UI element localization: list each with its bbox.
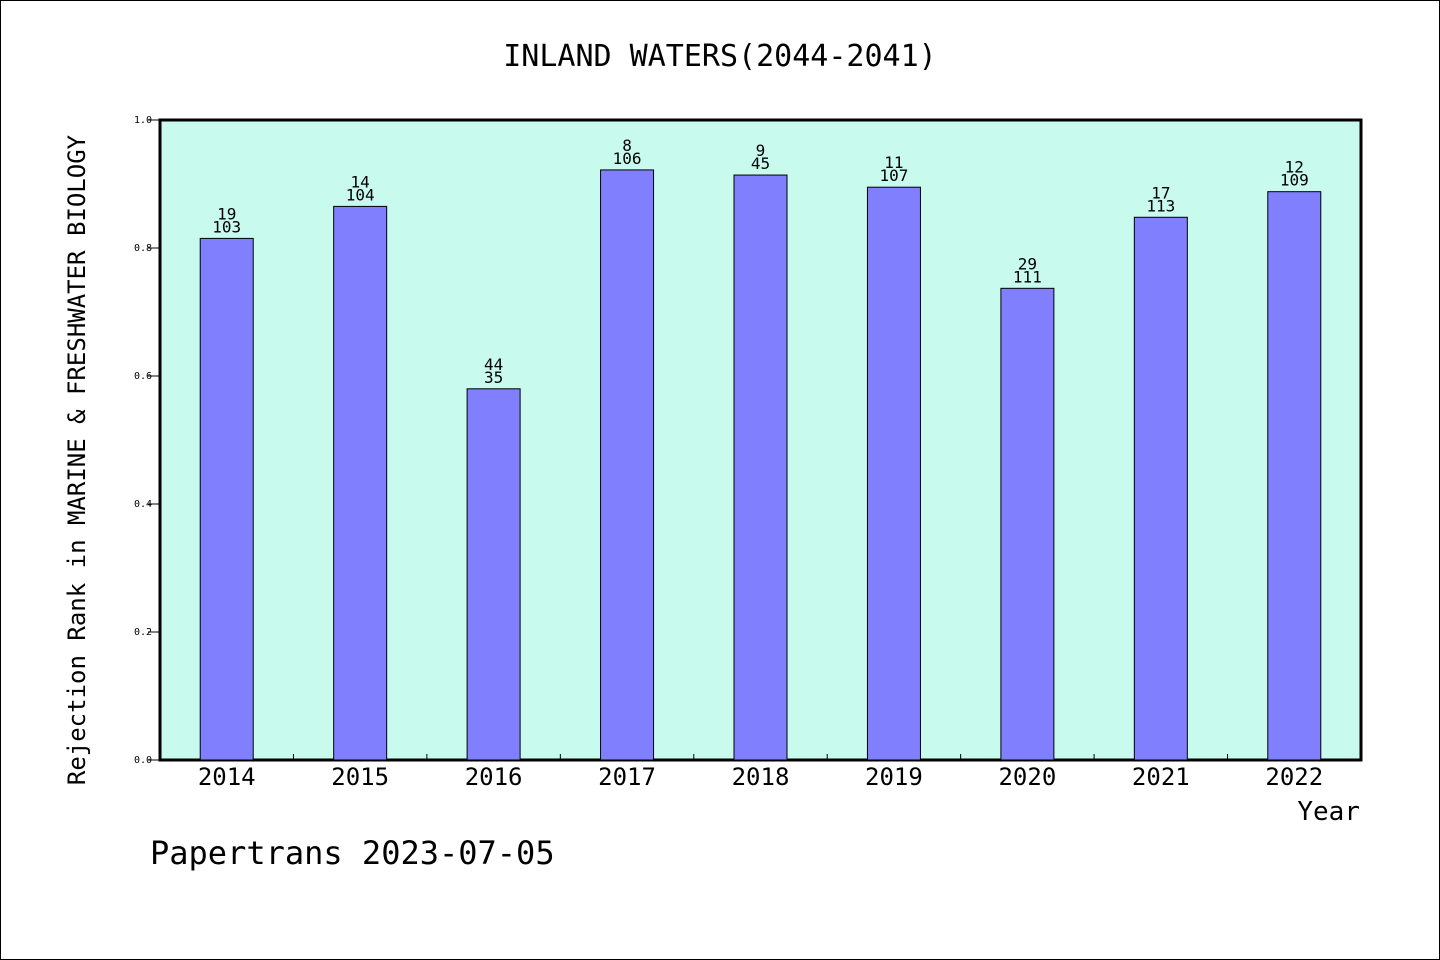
x-tick-label: 2015 [331, 763, 389, 791]
y-tick-label: 0.6 [134, 371, 152, 382]
bar-2021 [1133, 216, 1188, 761]
x-tick-label: 2021 [1132, 763, 1190, 791]
bar-total-label: 106 [613, 149, 642, 168]
x-tick-label: 2022 [1265, 763, 1323, 791]
y-axis-label: Rejection Rank in MARINE & FRESHWATER BI… [63, 134, 91, 785]
bar-2020 [1000, 287, 1055, 761]
x-axis-separators [292, 754, 1229, 760]
bar-rank-label: 29 [1018, 254, 1037, 273]
bar-total-label: 109 [1280, 171, 1309, 190]
bar-rank-label: 17 [1151, 183, 1170, 202]
footer-text: Papertrans 2023-07-05 [150, 834, 555, 872]
bar-rank-label: 44 [484, 355, 503, 374]
y-axis-ticks: 0.0 0.2 0.4 0.6 0.8 1.0 [134, 115, 160, 766]
bar-2018 [733, 174, 788, 761]
bar-total-label: 103 [212, 217, 241, 236]
y-tick-label: 0.8 [134, 243, 152, 254]
bar-total-label: 113 [1146, 196, 1175, 215]
bar-rank-label: 9 [756, 141, 766, 160]
bar-total-label: 111 [1013, 267, 1042, 286]
x-axis-tick-labels: 2014 2015 2016 2017 2018 2019 2020 2021 2022 [198, 763, 1323, 791]
chart-title: INLAND WATERS(2044-2041) [503, 39, 936, 74]
bar-2017 [600, 169, 655, 761]
bar-2014 [199, 237, 254, 761]
x-tick-label: 2020 [998, 763, 1056, 791]
y-tick-label: 0.2 [134, 627, 152, 638]
x-tick-label: 2019 [865, 763, 923, 791]
bar-rank-label: 8 [622, 136, 632, 155]
x-tick-label: 2017 [598, 763, 656, 791]
y-tick-label: 1.0 [134, 115, 152, 126]
bar-2016 [466, 388, 521, 761]
y-tick-label: 0.0 [134, 755, 152, 766]
bar-total-label: 107 [879, 166, 908, 185]
bar-rank-label: 14 [351, 172, 370, 191]
bar-2019 [866, 186, 921, 761]
bar-total-label: 35 [484, 368, 503, 387]
bar-2015 [333, 205, 388, 761]
y-tick-label: 0.4 [134, 499, 152, 510]
bar-rank-label: 11 [884, 153, 903, 172]
bar-total-label: 45 [751, 154, 770, 173]
x-tick-label: 2014 [198, 763, 256, 791]
bar-rank-label: 12 [1285, 158, 1304, 177]
x-axis-label: Year [1297, 797, 1360, 827]
bar-rank-label: 19 [217, 204, 236, 223]
bar-2022 [1267, 191, 1322, 761]
x-tick-label: 2018 [732, 763, 790, 791]
bar-total-label: 104 [346, 185, 375, 204]
x-tick-label: 2016 [465, 763, 523, 791]
